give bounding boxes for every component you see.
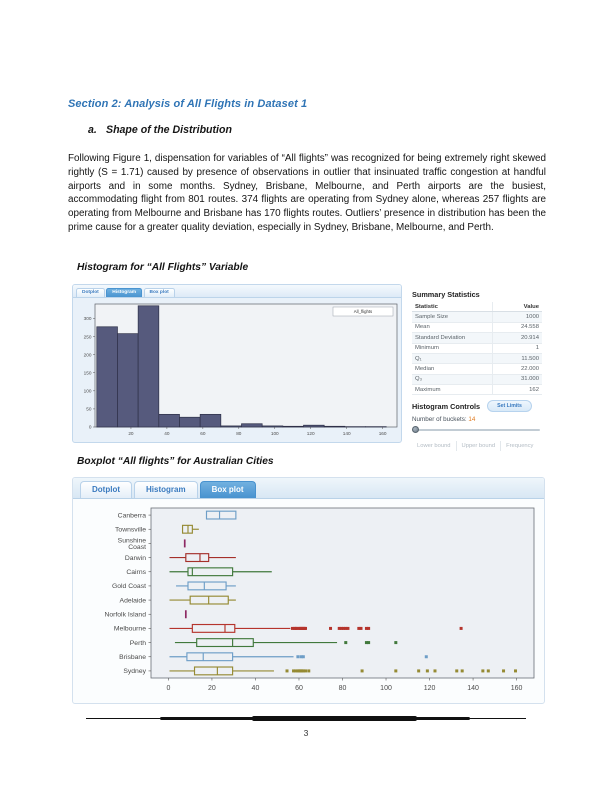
- stats-row: Q₃ 31.000: [412, 374, 542, 386]
- slider-track[interactable]: [412, 429, 540, 432]
- svg-text:Perth: Perth: [130, 640, 146, 647]
- buckets-value: 14: [468, 416, 476, 424]
- svg-text:150: 150: [84, 370, 92, 375]
- svg-text:Canberra: Canberra: [118, 512, 147, 519]
- stats-row: Standard Deviation 20.914: [412, 332, 542, 344]
- figure2-title: Boxplot “All flights” for Australian Cit…: [77, 456, 274, 467]
- histogram-app-screenshot: Dotplot Histogram Box plot 0 50 100 150 200 2…: [72, 284, 545, 452]
- svg-text:Melbourne: Melbourne: [114, 626, 146, 633]
- svg-text:100: 100: [271, 431, 279, 436]
- tab-dotplot[interactable]: Dotplot: [76, 287, 105, 297]
- svg-text:Brisbane: Brisbane: [119, 654, 146, 661]
- footer-rule-core: [252, 716, 417, 721]
- svg-text:Sydney: Sydney: [123, 668, 146, 675]
- histogram-panel: Dotplot Histogram Box plot 0 50 100 150 200 2…: [72, 284, 402, 443]
- boxplot-chart: 0 20 40 60 80 100 120 140 160 Canberra Townsville S…: [104, 507, 535, 692]
- set-limits-button[interactable]: Set Limits: [487, 400, 532, 413]
- svg-text:20: 20: [128, 431, 134, 436]
- svg-text:Darwin: Darwin: [125, 555, 146, 562]
- svg-text:Coast: Coast: [128, 544, 146, 551]
- histogram-chart: 0 50 100 150 200 250 300 20 40 60 80 100 120 140 160 Al…: [84, 303, 398, 436]
- svg-text:60: 60: [200, 431, 206, 436]
- tab-box-plot[interactable]: Box plot: [143, 287, 175, 297]
- summary-statistics-panel: Summary Statistics Statistic Value Sample …: [402, 284, 545, 452]
- svg-text:Norfolk Island: Norfolk Island: [104, 612, 146, 619]
- svg-text:250: 250: [84, 334, 92, 339]
- svg-text:60: 60: [295, 685, 303, 692]
- svg-text:140: 140: [343, 431, 351, 436]
- histogram-tabbar: Dotplot Histogram Box plot: [73, 285, 401, 298]
- stats-row: Q₁ 11.500: [412, 353, 542, 365]
- svg-text:80: 80: [236, 431, 242, 436]
- list-marker: a.: [88, 124, 97, 136]
- svg-text:120: 120: [424, 685, 436, 692]
- svg-text:300: 300: [84, 316, 92, 321]
- svg-text:160: 160: [379, 431, 387, 436]
- tab-dotplot[interactable]: Dotplot: [80, 481, 132, 498]
- histogram-controls-title: Histogram Controls: [412, 401, 481, 411]
- figure1-title: Histogram for “All Flights” Variable: [77, 262, 249, 273]
- svg-text:40: 40: [252, 685, 260, 692]
- body-paragraph: Following Figure 1, dispensation for var…: [68, 153, 546, 233]
- svg-text:200: 200: [84, 352, 92, 357]
- stats-row: Mean 24.558: [412, 322, 542, 334]
- svg-text:50: 50: [86, 407, 92, 412]
- svg-text:Townsville: Townsville: [115, 527, 146, 534]
- svg-text:160: 160: [511, 685, 523, 692]
- buckets-label: Number of buckets: 14: [412, 416, 476, 424]
- summary-statistics-title: Summary Statistics: [412, 290, 480, 299]
- svg-text:Gold Coast: Gold Coast: [112, 583, 146, 590]
- svg-text:100: 100: [84, 389, 92, 394]
- svg-text:20: 20: [208, 685, 216, 692]
- tab-histogram[interactable]: Histogram: [134, 481, 198, 498]
- bounds-table-headers: Lower bound Upper bound Frequency: [412, 441, 542, 452]
- boxplot-app-screenshot: Dotplot Histogram Box plot 0 20 40 60 80 100 1…: [72, 477, 545, 704]
- svg-text:Sunshine: Sunshine: [118, 537, 147, 544]
- lower-bound-header: Lower bound: [412, 441, 457, 452]
- summary-statistics-table: Statistic Value Sample Size 1000 Mean 24.558 S…: [412, 302, 542, 396]
- stats-row: Sample Size 1000: [412, 311, 542, 323]
- svg-text:All_flights: All_flights: [354, 309, 372, 314]
- tab-histogram[interactable]: Histogram: [106, 287, 143, 297]
- stats-row: Maximum 162: [412, 384, 542, 396]
- stats-row: Minimum 1: [412, 343, 542, 354]
- svg-text:100: 100: [380, 685, 392, 692]
- tab-box-plot[interactable]: Box plot: [199, 481, 256, 498]
- boxplot-tabbar: Dotplot Histogram Box plot: [73, 478, 544, 499]
- svg-text:120: 120: [307, 431, 315, 436]
- subsection-title: Shape of the Distribution: [106, 124, 232, 136]
- svg-text:0: 0: [89, 425, 92, 430]
- svg-text:Cairns: Cairns: [126, 569, 146, 576]
- stats-header-row: Statistic Value: [412, 302, 542, 313]
- subsection-heading: a. Shape of the Distribution: [88, 124, 232, 136]
- svg-text:40: 40: [164, 431, 170, 436]
- svg-text:0: 0: [166, 685, 170, 692]
- svg-text:Adelaide: Adelaide: [120, 597, 147, 604]
- svg-text:140: 140: [467, 685, 479, 692]
- upper-bound-header: Upper bound: [457, 441, 502, 452]
- svg-text:80: 80: [339, 685, 347, 692]
- frequency-header: Frequency: [506, 443, 534, 450]
- page-number: 3: [303, 728, 309, 738]
- section-heading: Section 2: Analysis of All Flights in Da…: [68, 98, 308, 110]
- slider-handle[interactable]: [412, 426, 419, 434]
- buckets-slider[interactable]: [412, 426, 542, 434]
- stats-row: Median 22.000: [412, 363, 542, 375]
